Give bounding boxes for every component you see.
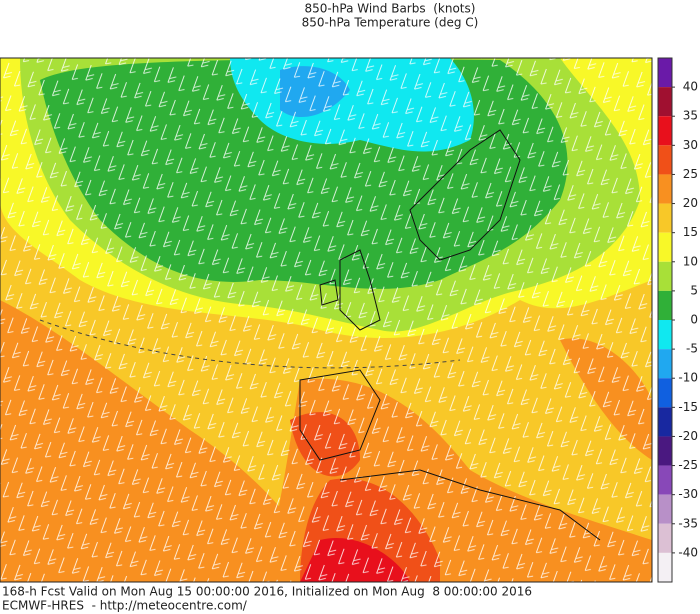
colorbar: 40 35 30 25 20 15 10 5 0 -5 -10 -15 -20 -25 -30 -35 -40 (657, 57, 698, 583)
colorbar-segment (658, 523, 672, 553)
colorbar-segment (658, 145, 672, 175)
colorbar-label: 10 (683, 254, 698, 268)
colorbar-label: 25 (683, 167, 698, 181)
colorbar-label: -5 (686, 342, 698, 356)
colorbar-label: -30 (678, 487, 698, 501)
colorbar-label: 0 (690, 313, 698, 327)
colorbar-segment (658, 436, 672, 466)
colorbar-label: -10 (678, 371, 698, 385)
colorbar-segment (658, 349, 672, 379)
colorbar-segment (658, 261, 672, 291)
colorbar-label: -40 (678, 545, 698, 559)
colorbar-segment (658, 87, 672, 117)
footer-line: 168-h Fcst Valid on Mon Aug 15 00:00:00 … (2, 585, 532, 599)
colorbar-segment (658, 203, 672, 233)
colorbar-segment (658, 320, 672, 350)
map-frame (0, 57, 653, 583)
colorbar-segment (658, 290, 672, 320)
colorbar-segment (658, 116, 672, 146)
colorbar-label: -35 (678, 516, 698, 530)
colorbar-segment (658, 552, 672, 582)
colorbar-label: 40 (683, 80, 698, 94)
colorbar-label: 15 (683, 225, 698, 239)
colorbar-segment (658, 465, 672, 495)
header-line: 850-hPa Temperature (deg C) (302, 16, 479, 30)
colorbar-segment (658, 232, 672, 262)
colorbar-segment (658, 378, 672, 408)
colorbar-label: 30 (683, 138, 698, 152)
footer-line: ECMWF-HRES - http://meteocentre.com/ (2, 599, 248, 613)
colorbar-label: -25 (678, 458, 698, 472)
colorbar-label: -15 (678, 400, 698, 414)
colorbar-segment (658, 494, 672, 524)
colorbar-label: 5 (690, 283, 698, 297)
colorbar-segment (658, 58, 672, 88)
colorbar-label: -20 (678, 429, 698, 443)
header-line: 850-hPa Wind Barbs (knots) (305, 2, 476, 16)
colorbar-label: 35 (683, 109, 698, 123)
colorbar-label: 20 (683, 196, 698, 210)
colorbar-segment (658, 174, 672, 204)
map (0, 58, 652, 582)
colorbar-segment (658, 407, 672, 437)
